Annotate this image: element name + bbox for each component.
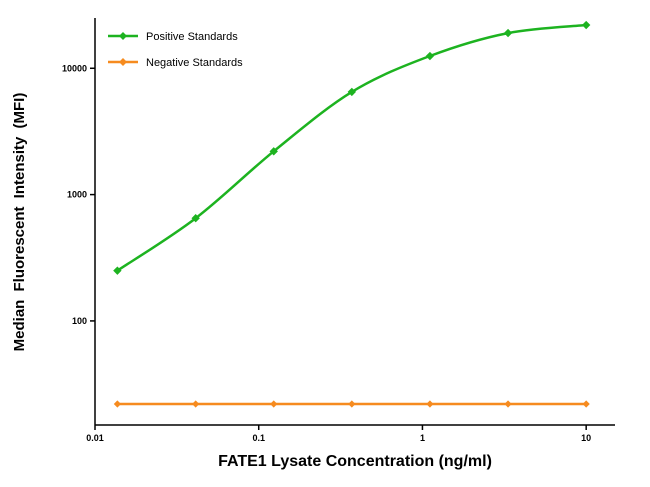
negative-standards-point bbox=[504, 400, 512, 408]
y-tick-label: 1000 bbox=[67, 190, 87, 200]
chart-layer: 0.01 0.1 1 10 100 1000 10000 Positive Standards… bbox=[62, 18, 615, 443]
x-axis-title: FATE1 Lysate Concentration (ng/ml) bbox=[218, 453, 492, 470]
negative-standards-legend-marker bbox=[119, 58, 127, 66]
negative-standards-point bbox=[113, 400, 121, 408]
positive-standards-point bbox=[503, 28, 513, 38]
x-tick-label: 0.1 bbox=[252, 433, 265, 443]
negative-standards-point bbox=[192, 400, 200, 408]
negative-standards-point bbox=[270, 400, 278, 408]
positive-standards-point bbox=[191, 214, 200, 223]
x-tick-label: 0.01 bbox=[86, 433, 104, 443]
y-tick-label: 100 bbox=[72, 316, 87, 326]
negative-standards-point bbox=[426, 400, 434, 408]
positive-standards-point bbox=[113, 266, 122, 275]
x-tick-label: 10 bbox=[581, 433, 591, 443]
positive-standards-point bbox=[269, 147, 278, 156]
negative-standards-point bbox=[582, 400, 590, 408]
positive-standards-point bbox=[425, 51, 435, 61]
positive-standards-point bbox=[347, 87, 357, 97]
y-axis-title: Median Fluorescent Intensity (MFI) bbox=[11, 93, 28, 352]
y-tick-label: 10000 bbox=[62, 63, 87, 73]
x-tick-label: 1 bbox=[420, 433, 425, 443]
negative-standards-legend-label: Negative Standards bbox=[146, 57, 243, 69]
positive-standards-point bbox=[581, 20, 591, 30]
positive-standards-legend-label: Positive Standards bbox=[146, 31, 238, 43]
negative-standards-point bbox=[348, 400, 356, 408]
positive-standards-legend-marker bbox=[119, 32, 127, 40]
